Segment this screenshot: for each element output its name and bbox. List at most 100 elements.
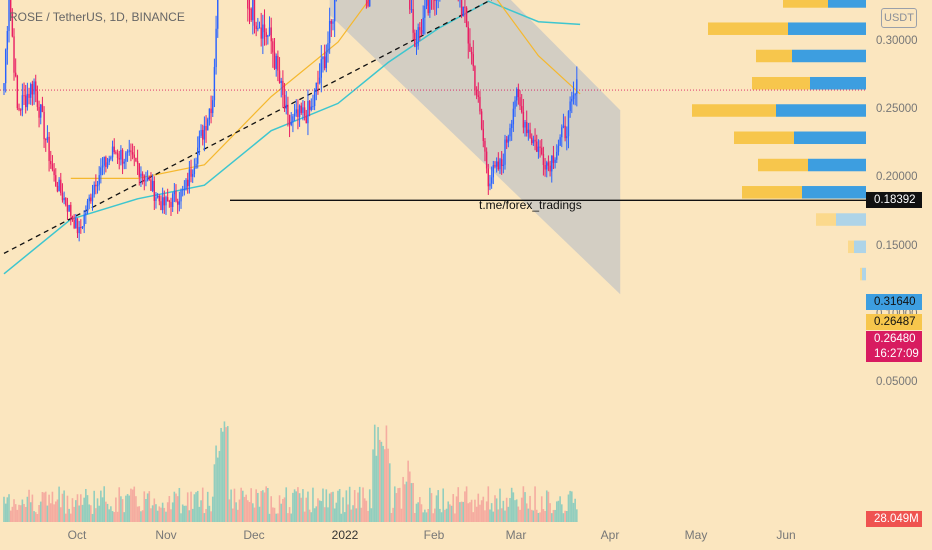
volume-bar (524, 492, 526, 522)
volume-bar (18, 504, 20, 522)
volume-bar (400, 508, 403, 522)
profile-bar-up (828, 0, 866, 8)
volume-bar (16, 509, 19, 522)
volume-bar (98, 505, 100, 522)
candle-body (125, 152, 127, 162)
volume-bar (238, 499, 241, 522)
candle-body (333, 0, 336, 22)
candle-body (255, 25, 257, 29)
volume-bar (318, 500, 321, 522)
candle-body (113, 146, 115, 153)
volume-bar (517, 506, 520, 522)
volume-bar (275, 513, 278, 522)
candle-body (111, 146, 114, 158)
volume-bar (176, 496, 179, 522)
volume-bar (180, 513, 182, 522)
time-tick: Jun (776, 528, 796, 542)
volume-bar (163, 507, 166, 522)
volume-bar (363, 498, 366, 522)
volume-bar (247, 500, 249, 522)
volume-bar (477, 493, 480, 522)
volume-bar (555, 501, 558, 522)
volume-bar (542, 509, 545, 522)
volume-bar (562, 513, 565, 522)
volume-bar (161, 502, 164, 522)
candle-body (509, 128, 511, 137)
volume-bar (382, 445, 384, 522)
volume-bar (395, 493, 398, 522)
candle-body (190, 169, 192, 177)
volume-bar (91, 513, 94, 522)
candle-body (73, 219, 75, 228)
volume-bar (140, 511, 142, 522)
volume-bar (121, 499, 124, 522)
candle-body (569, 101, 571, 112)
candle-body (489, 183, 491, 187)
candle-body (474, 66, 476, 91)
profile-bar-up (776, 104, 866, 117)
candle-body (131, 152, 134, 155)
volume-bar (64, 513, 67, 522)
volume-bar (432, 513, 434, 522)
candle-body (367, 0, 369, 7)
volume-bar (133, 486, 136, 522)
volume-bar (51, 491, 54, 522)
candle-body (427, 0, 429, 14)
volume-bar (520, 497, 523, 522)
candle-body (422, 17, 424, 34)
candle-body (312, 106, 314, 108)
volume-bar (120, 496, 122, 522)
candle-body (145, 180, 147, 182)
volume-bar (267, 488, 269, 522)
volume-bar (116, 511, 119, 522)
profile-bar-down (848, 240, 854, 254)
volume-bar (170, 509, 172, 522)
volume-bar (343, 512, 346, 522)
volume-bar (43, 492, 45, 522)
candle-body (576, 79, 578, 94)
volume-bar (231, 508, 234, 522)
volume-bar (206, 491, 209, 522)
volume-bar (210, 511, 212, 522)
candle-body (567, 111, 570, 137)
candle-body (313, 90, 316, 107)
candle-body (150, 179, 152, 191)
volume-bar (479, 504, 481, 522)
candle-body (98, 175, 100, 185)
candle-body (435, 0, 438, 2)
candle-body (479, 96, 481, 112)
volume-bar (151, 505, 154, 522)
volume-bar (80, 494, 82, 522)
candle-body (529, 129, 531, 138)
volume-bar (196, 490, 199, 522)
candle-body (163, 197, 166, 206)
candle-body (310, 106, 312, 110)
volume-bar (272, 507, 274, 522)
volume-bar (115, 497, 117, 522)
candle-body (25, 95, 27, 108)
volume-bar (93, 490, 95, 522)
candle-body (531, 137, 533, 144)
candle-body (495, 161, 498, 167)
volume-bar (203, 513, 206, 522)
volume-bar (505, 497, 508, 522)
candle-body (257, 28, 259, 30)
candle-body (510, 124, 513, 129)
candle-body (151, 180, 154, 191)
volume-bar (550, 513, 553, 522)
candle-body (425, 0, 428, 6)
volume-bar (370, 508, 373, 522)
volume-bar (160, 507, 162, 522)
candle-body (178, 201, 181, 205)
volume-bar (534, 486, 536, 522)
currency-button[interactable]: USDT (881, 8, 917, 28)
volume-bar (155, 504, 157, 522)
volume-bar (66, 495, 69, 522)
volume-bar (465, 486, 468, 522)
candle-body (532, 139, 535, 144)
volume-bar (347, 504, 349, 522)
volume-bar (76, 494, 79, 522)
candle-body (48, 136, 50, 161)
candle-body (412, 9, 414, 33)
